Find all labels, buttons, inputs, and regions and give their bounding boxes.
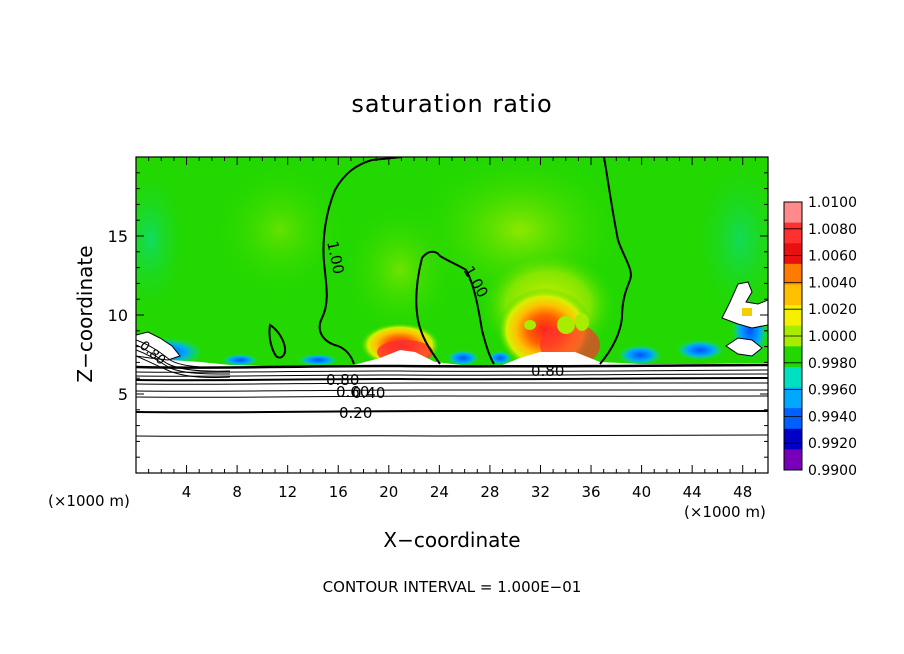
colorbar-swatch-4 bbox=[784, 284, 802, 306]
field-green-halo-3 bbox=[340, 200, 460, 340]
x-tick-label-6: 28 bbox=[480, 483, 499, 501]
contour-label-0-80-right: 0.80 bbox=[531, 362, 564, 380]
colorbar-label-0: 1.0100 bbox=[808, 195, 857, 211]
field-blue-patch-2 bbox=[298, 354, 338, 366]
y-tick-label-2: 15 bbox=[108, 227, 128, 246]
x-tick-label-8: 36 bbox=[581, 483, 600, 501]
x-tick-label-1: 8 bbox=[232, 483, 242, 501]
x-axis-label: X−coordinate bbox=[383, 528, 520, 552]
field-cyan-left bbox=[136, 160, 190, 320]
field-yellow-fleck bbox=[742, 308, 752, 316]
x-tick-label-3: 16 bbox=[329, 483, 348, 501]
colorbar-label-2: 1.0060 bbox=[808, 249, 857, 265]
field-green-spot-1 bbox=[557, 316, 575, 334]
contour-label-0-80-left: 0.80 bbox=[326, 371, 359, 389]
colorbar-swatch-10 bbox=[784, 408, 802, 430]
colorbar-swatch-8 bbox=[784, 366, 802, 389]
field-white-blob-right-1 bbox=[721, 281, 768, 329]
field-blue-patch-1 bbox=[222, 354, 258, 366]
colorbar-label-8: 0.9940 bbox=[808, 409, 857, 425]
colorbar-swatch-0 bbox=[784, 202, 802, 224]
colorbar-label-6: 0.9980 bbox=[808, 356, 857, 372]
colorbar-label-5: 1.0000 bbox=[808, 329, 857, 345]
colorbar-swatch-5 bbox=[784, 305, 802, 327]
field-blue-patch-6 bbox=[676, 340, 724, 360]
colorbar-swatch-9 bbox=[784, 387, 802, 409]
field-blue-patch-4 bbox=[488, 351, 512, 365]
field-green-spot-3 bbox=[524, 320, 536, 330]
contour-lines-wiggle-left bbox=[136, 339, 231, 378]
x-unit-left: (×1000 m) bbox=[48, 492, 130, 510]
x-tick-label-10: 44 bbox=[683, 483, 702, 501]
x-tick-label-5: 24 bbox=[430, 483, 449, 501]
field-white-blob-left bbox=[136, 331, 181, 361]
colorbar-label-9: 0.9920 bbox=[808, 436, 857, 452]
y-tick-label-0: 5 bbox=[118, 385, 128, 404]
x-tick-label-9: 40 bbox=[632, 483, 651, 501]
contour-label-0-60: 0.60 bbox=[336, 383, 369, 401]
x-tick-label-2: 12 bbox=[278, 483, 297, 501]
field-blue-patch-3 bbox=[447, 350, 479, 366]
colorbar: 1.0100 1.0080 1.0060 1.0040 1.0020 1.0000 0.99… bbox=[783, 195, 857, 479]
x-tick-label-7: 32 bbox=[531, 483, 550, 501]
field-blue-patch-5 bbox=[618, 345, 662, 365]
colorbar-label-1: 1.0080 bbox=[808, 222, 857, 238]
colorbar-swatch-7 bbox=[784, 346, 802, 368]
x-tick-label-4: 20 bbox=[379, 483, 398, 501]
colorbar-label-4: 1.0020 bbox=[808, 302, 857, 318]
colorbar-swatch-1 bbox=[784, 222, 802, 244]
field-green-spot-2 bbox=[575, 313, 589, 331]
x-tick-label-0: 4 bbox=[182, 483, 192, 501]
field-green-halo-1 bbox=[210, 160, 350, 300]
colorbar-label-10: 0.9900 bbox=[808, 463, 857, 479]
plot-area bbox=[136, 157, 768, 473]
y-tick-label-1: 10 bbox=[108, 306, 128, 325]
y-axis-label: Z−coordinate bbox=[73, 245, 97, 382]
colorbar-swatch-2 bbox=[784, 243, 802, 265]
contour-interval-note: CONTOUR INTERVAL = 1.000E−01 bbox=[323, 578, 582, 596]
colorbar-label-3: 1.0040 bbox=[808, 275, 857, 291]
x-tick-label-11: 48 bbox=[733, 483, 752, 501]
chart-title: saturation ratio bbox=[351, 90, 552, 118]
contour-label-0-40: 0.40 bbox=[352, 384, 385, 402]
colorbar-swatch-12 bbox=[784, 449, 802, 471]
colorbar-swatch-11 bbox=[784, 428, 802, 450]
field-white-blob-right-2 bbox=[725, 337, 763, 357]
y-axis: 5 10 15 bbox=[108, 172, 768, 458]
colorbar-swatch-3 bbox=[784, 263, 802, 285]
contour-lines-unity bbox=[268, 157, 632, 365]
x-axis: 4 8 12 16 20 24 28 32 36 40 44 48 bbox=[148, 157, 756, 501]
colorbar-label-7: 0.9960 bbox=[808, 383, 857, 399]
contour-label-0-20: 0.20 bbox=[339, 404, 372, 422]
x-unit-right: (×1000 m) bbox=[684, 503, 766, 521]
